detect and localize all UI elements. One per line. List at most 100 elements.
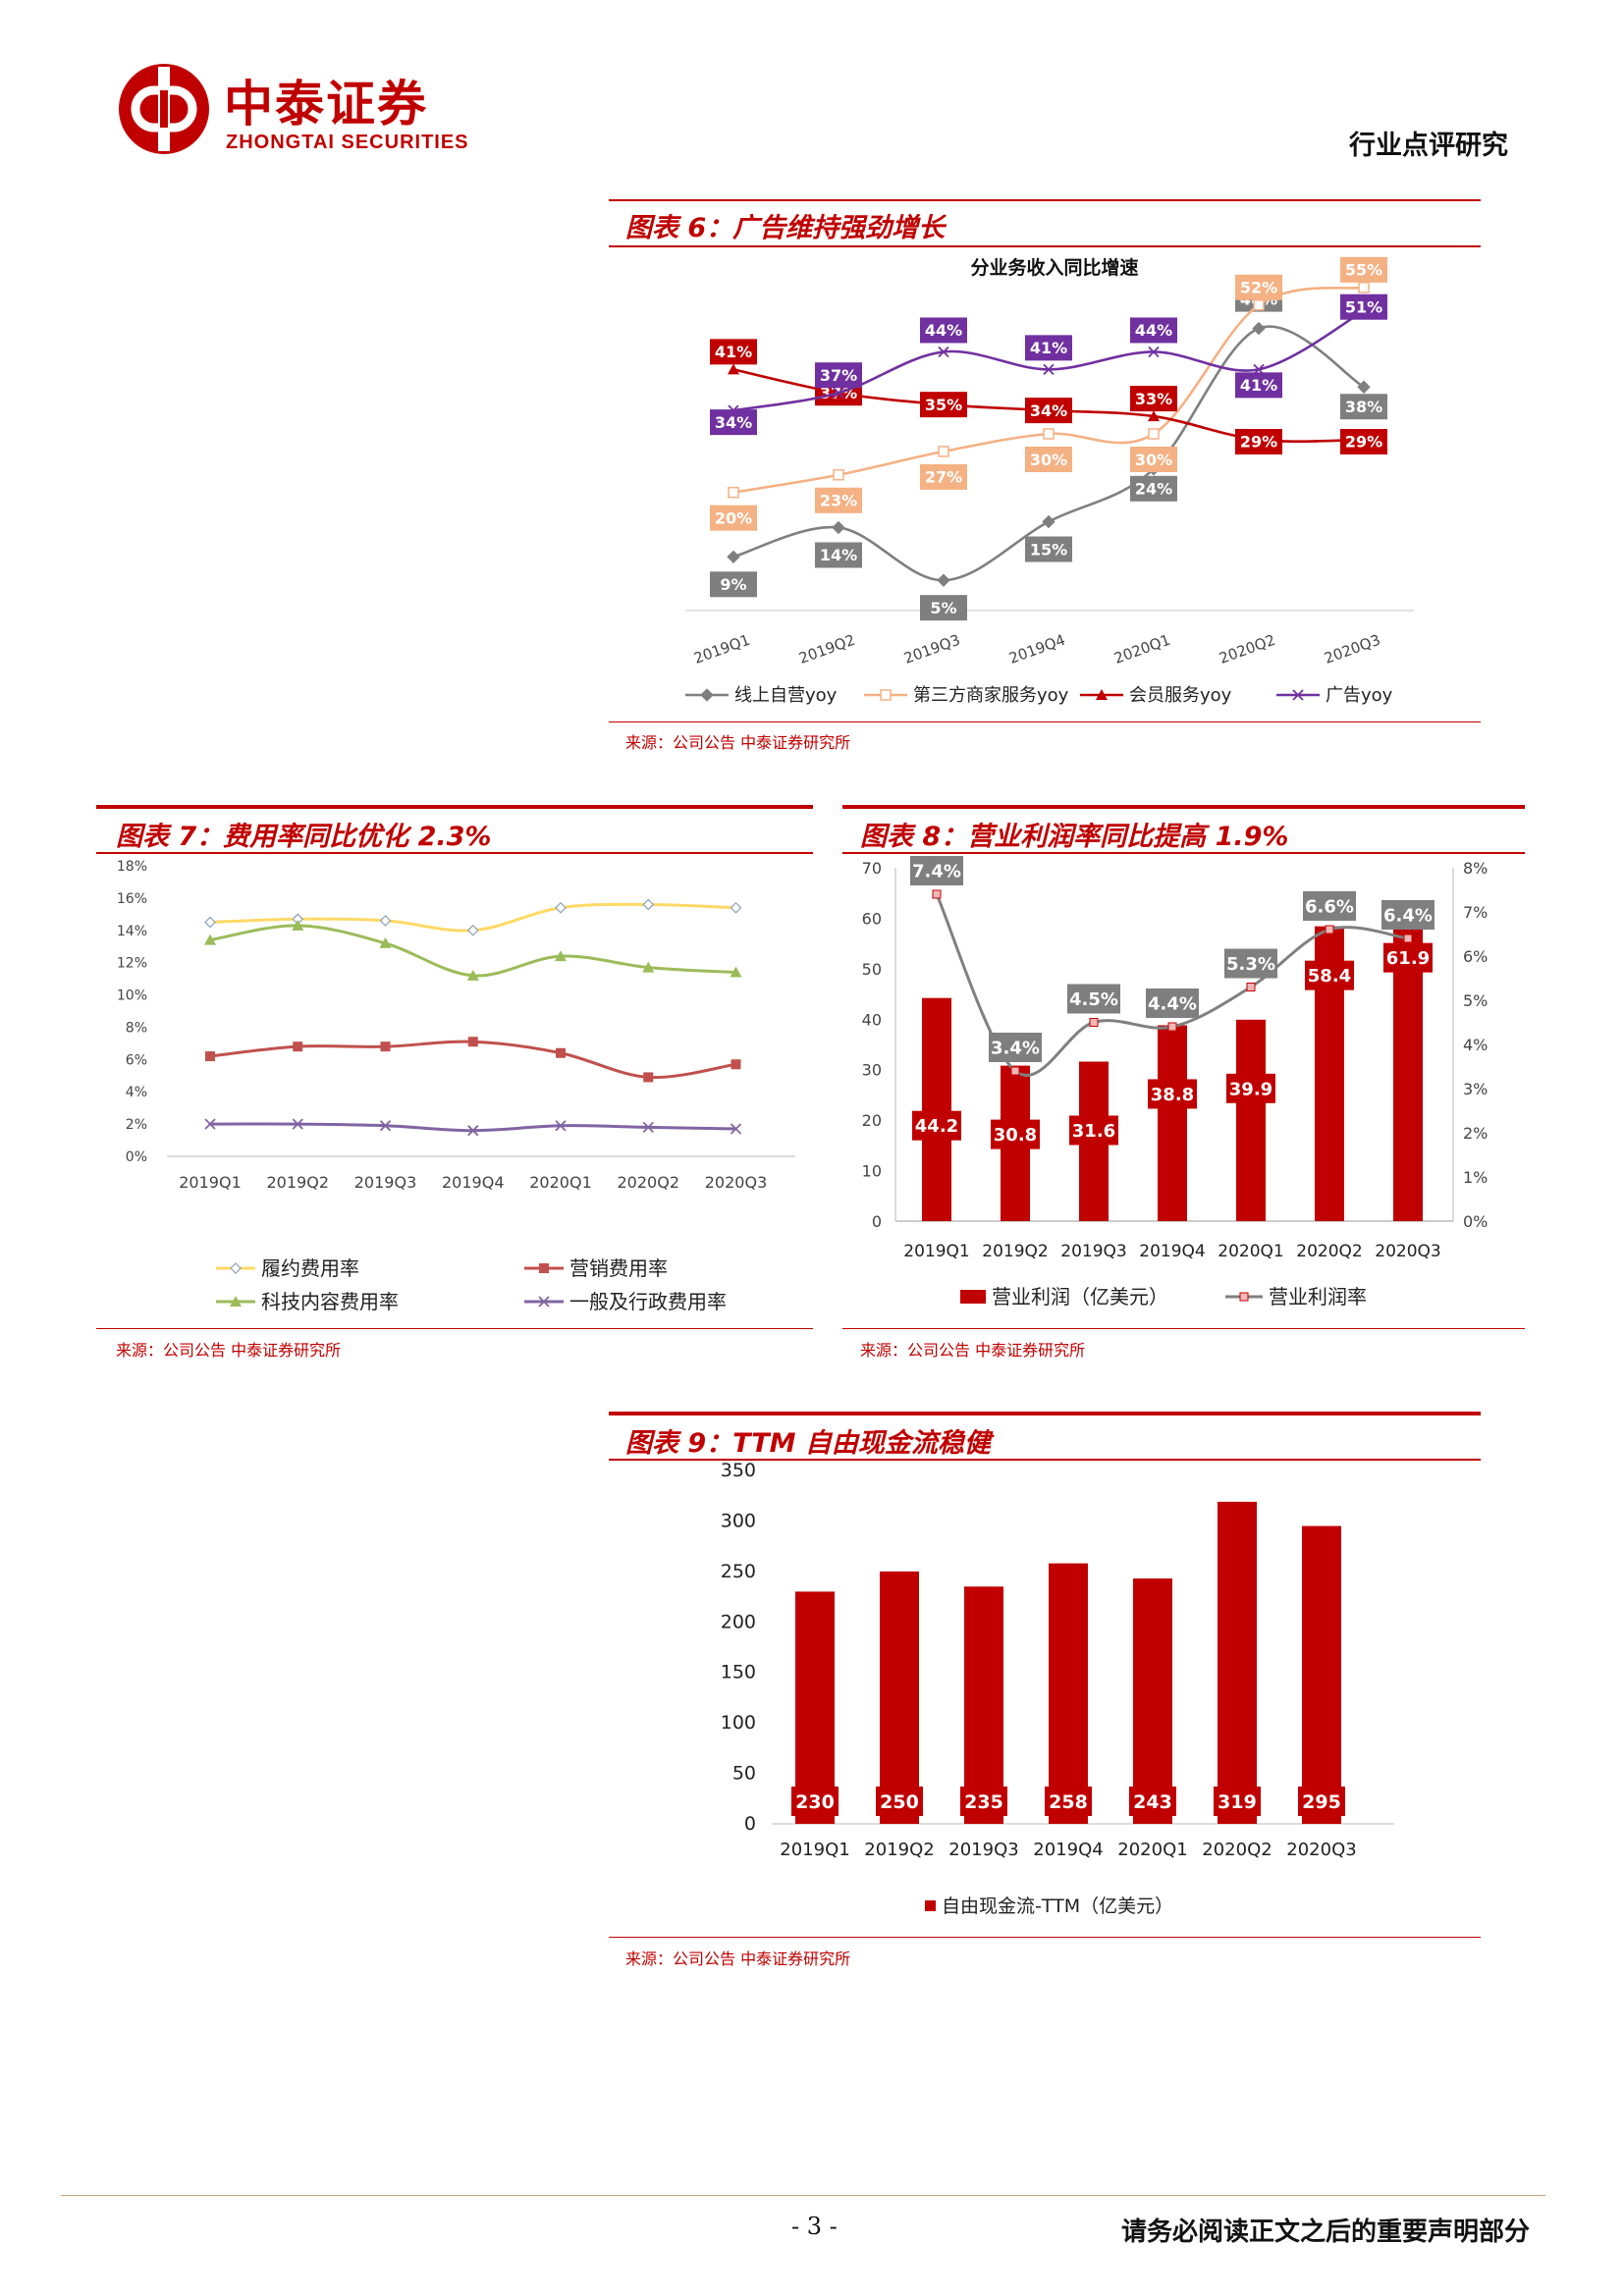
fig7-point	[730, 901, 742, 914]
fig9-bar-label-box	[1045, 1787, 1092, 1816]
fig8-rate-label-box	[1381, 900, 1435, 930]
fig7-title: 图表 7：费用率同比优化 2.3%	[116, 822, 492, 852]
fig9-y-tick: 350	[721, 1463, 756, 1481]
fig6-point	[728, 363, 739, 375]
fig6-data-label-box	[1340, 394, 1387, 420]
fig7-x-tick: 2019Q2	[267, 1173, 330, 1192]
fig6-x-tick: 2019Q1	[691, 631, 752, 667]
fig7-point	[379, 915, 392, 927]
fig9-bar-label-box	[1298, 1787, 1345, 1816]
fig9-bar	[1133, 1578, 1172, 1824]
fig7-point	[642, 961, 655, 973]
fig6-legend-label: 广告yoy	[1326, 685, 1393, 706]
fig6-point	[832, 520, 845, 535]
fig6-data-label: 51%	[1345, 297, 1382, 316]
fig9-bar	[795, 1591, 835, 1824]
fig8-y2-tick: 3%	[1463, 1080, 1488, 1098]
fig6-point	[1043, 363, 1055, 376]
fig9-y-tick: 300	[721, 1510, 756, 1531]
fig6-data-label-box	[1025, 447, 1072, 472]
fig7-legend-marker	[230, 1262, 242, 1274]
fig8-y-tick: 40	[862, 1010, 882, 1029]
fig9-bar-label-box	[1214, 1787, 1261, 1816]
fig6-data-label-box	[1025, 536, 1072, 562]
fig6-data-label-box	[920, 317, 967, 344]
fig6-data-label: 41%	[1240, 376, 1277, 395]
fig8-bar	[922, 997, 951, 1221]
fig6-data-label-box	[1130, 317, 1177, 344]
fig6-point	[833, 387, 844, 399]
fig6-point	[728, 486, 739, 499]
fig8-bar-label-box	[1069, 1115, 1118, 1146]
fig8-bottom-rule	[842, 1328, 1525, 1329]
fig7-point	[293, 1041, 303, 1052]
fig9-chart: 0 50 100 150 200 250 300 350 230 250 235 258 243 319 2…	[721, 1463, 1394, 1917]
fig6-data-label-box	[1340, 428, 1387, 454]
fig8-rate-label: 4.5%	[1069, 989, 1118, 1010]
fig6-legend-label: 会员服务yoy	[1129, 685, 1232, 706]
fig8-title-rule	[842, 852, 1525, 854]
fig6-legend-marker	[880, 689, 892, 701]
fig6-point	[1148, 410, 1160, 422]
fig8-y2-tick: 0%	[1463, 1212, 1488, 1231]
fig6-title: 图表 6：广告维持强劲增长	[625, 213, 946, 243]
fig8-legend-bar-swatch	[960, 1290, 986, 1304]
fig8-y-tick: 10	[862, 1162, 882, 1181]
fig8-legend-line-label: 营业利润率	[1269, 1285, 1367, 1308]
fig7-point	[555, 1120, 567, 1132]
fig9-x-tick: 2019Q3	[948, 1840, 1018, 1860]
fig6-data-label-box	[815, 362, 862, 389]
fig7-chart: 0% 2% 4% 6% 8% 10% 12% 14% 16% 18% 2019Q1 2019Q2 201…	[117, 859, 795, 1313]
fig9-bar	[1049, 1563, 1088, 1824]
fig7-legend-label: 营销费用率	[569, 1256, 668, 1280]
fig8-rate-point	[1403, 934, 1413, 943]
fig6-point	[1043, 428, 1055, 440]
fig9-top-rule	[609, 1412, 1481, 1415]
fig9-x-tick: 2020Q2	[1202, 1840, 1272, 1860]
fig8-rate-label: 6.4%	[1383, 905, 1433, 926]
fig7-x-tick: 2019Q3	[354, 1173, 417, 1192]
fig7-point	[379, 1120, 392, 1132]
fig7-point	[292, 919, 304, 931]
fig8-rate-label: 3.4%	[991, 1038, 1040, 1058]
fig7-legend-label: 科技内容费用率	[261, 1290, 399, 1313]
fig7-x-tick: 2020Q3	[705, 1173, 768, 1192]
fig9-x-tick: 2019Q2	[864, 1840, 934, 1860]
fig6-data-label: 52%	[1240, 278, 1277, 296]
fig7-series-line	[209, 1040, 736, 1080]
fig6-title-rule	[609, 245, 1481, 247]
fig8-bar-label: 38.8	[1151, 1085, 1194, 1105]
fig8-rate-label: 4.4%	[1148, 993, 1197, 1014]
fig6-data-label-box	[710, 409, 757, 436]
fig8-chart: 0 10 20 30 40 50 60 70 0% 1% 2% 3% 4% 5% 6% 7% 8% 44.2 30.…	[862, 856, 1488, 1308]
fig7-point	[730, 1123, 742, 1135]
fig7-point	[292, 1118, 303, 1130]
brand-name-en: ZHONGTAI SECURITIES	[226, 132, 469, 153]
fig8-y-tick: 60	[862, 909, 882, 928]
fig6-data-label-box	[1340, 294, 1387, 320]
fig7-point	[467, 1037, 478, 1047]
fig6-data-label: 29%	[1240, 433, 1277, 452]
fig8-y2-tick: 5%	[1463, 991, 1488, 1010]
fig7-y-tick: 16%	[117, 891, 147, 907]
fig6-data-label: 34%	[715, 413, 752, 432]
fig6-data-label-box	[1130, 447, 1177, 472]
fig7-point	[642, 1121, 654, 1134]
fig6-data-label: 44%	[925, 321, 962, 340]
fig7-y-tick: 8%	[126, 1020, 147, 1036]
fig6-point	[938, 346, 949, 358]
fig6-data-label: 38%	[1345, 398, 1382, 416]
fig8-bar-label-box	[991, 1119, 1040, 1149]
fig7-y-tick: 6%	[126, 1052, 147, 1068]
fig6-legend-marker	[700, 688, 714, 702]
fig7-x-tick: 2019Q1	[179, 1173, 242, 1192]
fig7-y-tick: 12%	[117, 956, 147, 972]
footer-rule	[61, 2195, 1545, 2196]
fig8-rate-point	[932, 889, 942, 899]
fig6-data-label: 35%	[925, 396, 962, 414]
fig7-point	[466, 969, 479, 981]
fig7-point	[467, 1125, 479, 1137]
fig6-data-label: 30%	[1135, 451, 1172, 469]
fig7-point	[642, 898, 655, 911]
fig7-bottom-rule	[96, 1328, 813, 1329]
